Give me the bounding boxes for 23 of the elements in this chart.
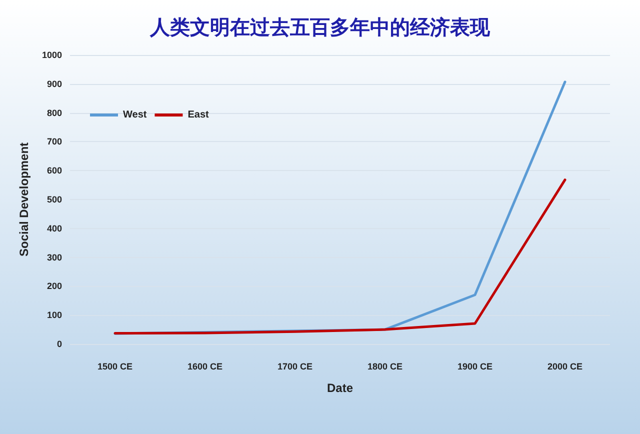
legend-label: West (123, 110, 148, 120)
x-tick-label: 1500 CE (97, 362, 133, 372)
y-axis-title: Social Development (17, 142, 31, 257)
y-tick-label: 900 (46, 78, 62, 89)
y-tick-label: 0 (56, 339, 62, 349)
chart-title: 人类文明在过去五百多年中的经济表现 (149, 15, 491, 39)
y-tick-label: 600 (46, 166, 62, 176)
x-tick-label: 1800 CE (367, 362, 403, 372)
y-tick-label: 500 (46, 194, 62, 204)
x-tick-label: 1900 CE (457, 362, 493, 372)
legend-label: East (188, 110, 210, 120)
y-tick-label: 700 (46, 136, 62, 147)
y-tick-label: 400 (46, 223, 62, 234)
y-tick-label: 300 (46, 252, 62, 262)
y-tick-label: 200 (46, 281, 62, 292)
x-axis-title: Date (326, 381, 354, 395)
x-tick-label: 1600 CE (187, 362, 223, 372)
x-tick-label: 1700 CE (277, 362, 313, 372)
line-series (114, 178, 566, 335)
x-tick-label: 2000 CE (547, 362, 583, 372)
y-tick-label: 100 (46, 310, 62, 320)
y-tick-label: 800 (46, 108, 62, 118)
y-tick-label: 1000 (42, 50, 62, 60)
